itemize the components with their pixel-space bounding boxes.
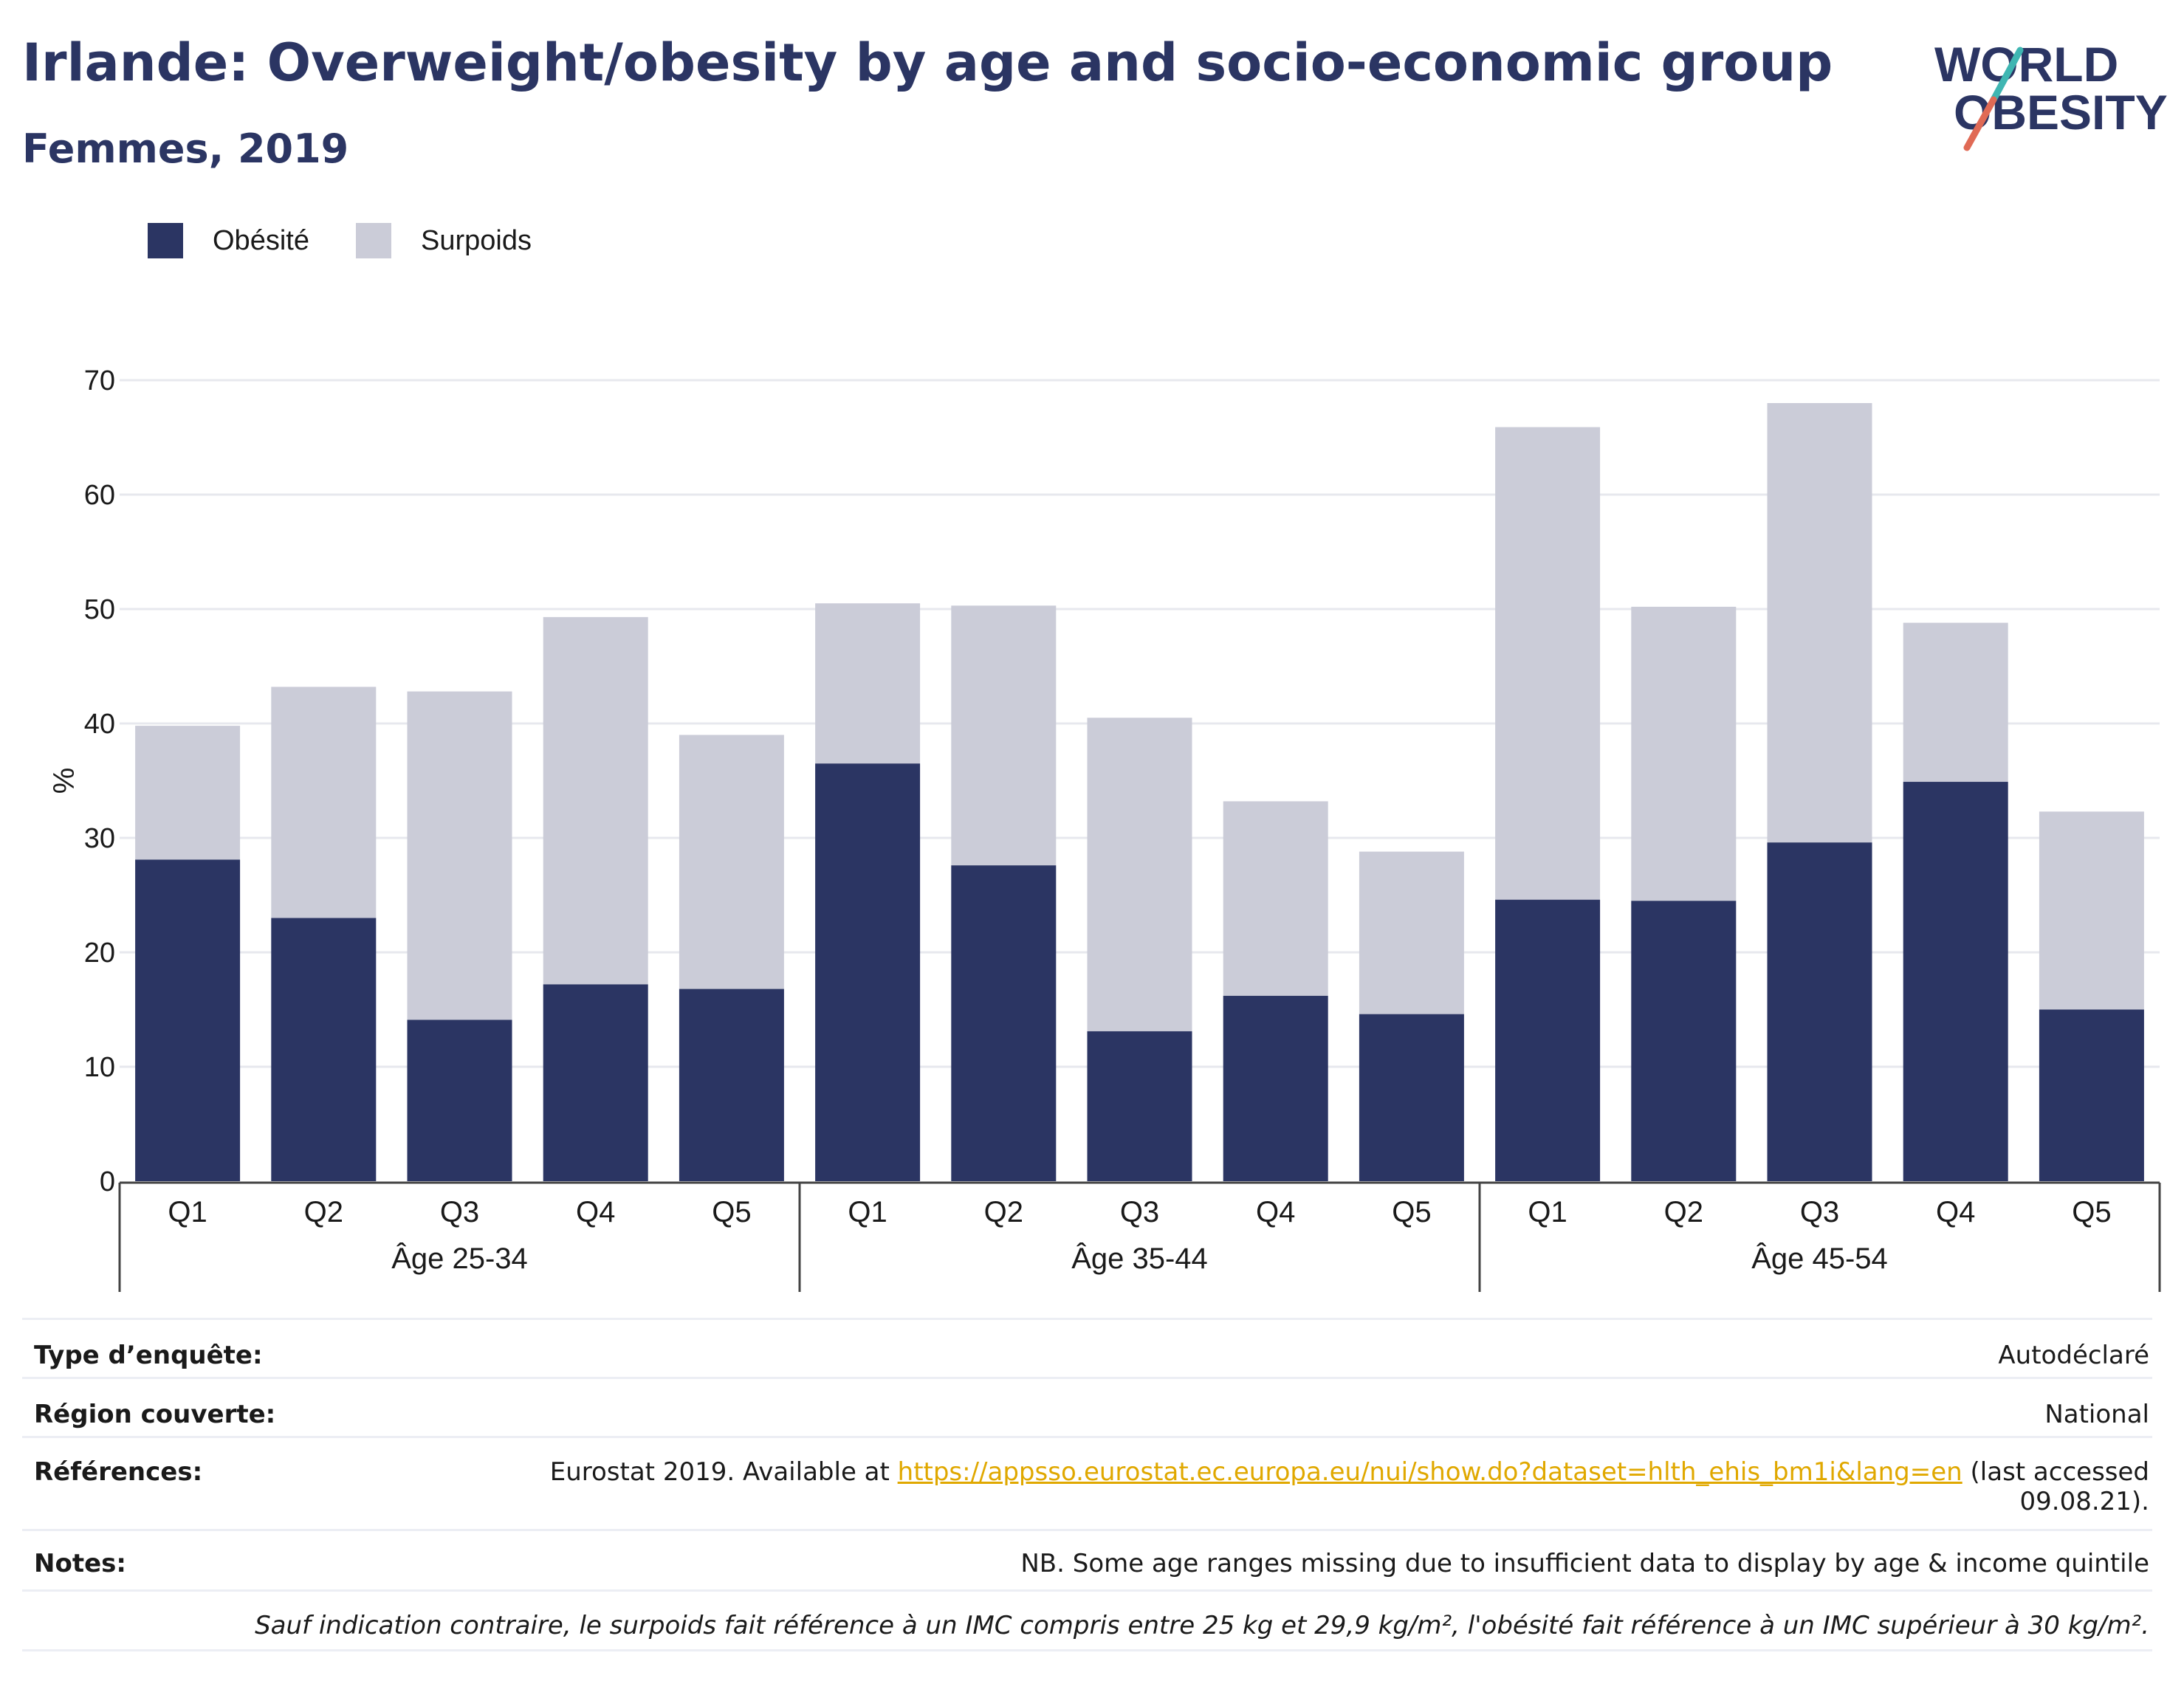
bar-obesity — [1223, 995, 1328, 1181]
logo-slash-teal — [1990, 47, 2024, 103]
y-tick-label: 20 — [84, 938, 115, 969]
x-tick-label: Q1 — [1528, 1196, 1567, 1228]
notes-value: NB. Some age ranges missing due to insuf… — [1020, 1549, 2149, 1578]
bar-obesity — [1903, 782, 2008, 1181]
bar-obesity — [543, 984, 648, 1181]
x-tick-label: Q5 — [1392, 1196, 1431, 1228]
y-tick-label: 40 — [84, 709, 115, 740]
references-value: Eurostat 2019. Available at https://apps… — [550, 1457, 2152, 1516]
bar-obesity — [135, 859, 241, 1181]
bar-obesity — [1631, 901, 1737, 1181]
bar-overweight — [1903, 622, 2008, 783]
references-suffix: (last accessed — [1962, 1457, 2149, 1487]
legend-swatch-overweight — [356, 223, 391, 258]
info-row-notes: Notes: NB. Some age ranges missing due t… — [22, 1529, 2152, 1589]
bar-obesity — [1359, 1014, 1464, 1181]
world-obesity-logo: WORLD OBESITY — [1934, 37, 2168, 151]
bar-obesity — [815, 763, 921, 1181]
legend-swatch-obesity — [148, 223, 183, 258]
x-group-label: Âge 35-44 — [1071, 1242, 1208, 1275]
x-tick-label: Q4 — [1256, 1196, 1295, 1228]
region-value: National — [2044, 1400, 2149, 1429]
info-row-references: Références: Eurostat 2019. Available at … — [22, 1436, 2152, 1529]
bar-overweight — [135, 726, 241, 860]
info-row-region: Région couverte: National — [22, 1377, 2152, 1436]
x-group-label: Âge 25-34 — [391, 1242, 528, 1275]
x-tick-label: Q2 — [984, 1196, 1023, 1228]
x-axis: Q1 Q2 Q3 Q4 Q5 Q1 Q2 Q3 Q4 Q5 Q1 Q2 Q3 Q4 Q5 Âge 25-34 Â… — [118, 1181, 2161, 1292]
bar-overweight — [407, 691, 512, 1020]
y-tick-label: 10 — [84, 1052, 115, 1083]
bar-overweight — [1767, 403, 1872, 843]
y-tick-label: 70 — [84, 365, 115, 396]
survey-type-label: Type d’enquête: — [34, 1341, 263, 1370]
legend-label-obesity: Obésité — [213, 225, 309, 256]
x-tick-label: Q5 — [2072, 1196, 2111, 1228]
bar-overweight — [1631, 606, 1737, 901]
bar-obesity — [1495, 899, 1601, 1181]
definition-note: Sauf indication contraire, le surpoids f… — [255, 1611, 2149, 1640]
notes-label: Notes: — [34, 1549, 126, 1578]
x-tick-label: Q3 — [1800, 1196, 1839, 1228]
references-prefix: Eurostat 2019. Available at — [549, 1457, 898, 1487]
chart-subtitle: Femmes, 2019 — [22, 126, 349, 172]
bar-obesity — [679, 989, 784, 1181]
x-tick-label: Q3 — [440, 1196, 479, 1228]
bar-overweight — [1495, 427, 1601, 900]
x-tick-label: Q1 — [848, 1196, 887, 1228]
x-tick-label: Q3 — [1120, 1196, 1159, 1228]
survey-type-value: Autodéclaré — [1998, 1341, 2149, 1370]
y-axis: 0 10 20 30 40 50 60 70% — [47, 365, 115, 1197]
logo-line-world: WORLD — [1934, 37, 2118, 92]
y-tick-label: 0 — [100, 1166, 115, 1197]
bar-overweight — [1359, 851, 1464, 1014]
bar-obesity — [951, 865, 1057, 1181]
legend-label-overweight: Surpoids — [421, 225, 532, 256]
bar-overweight — [951, 605, 1057, 866]
bar-overweight — [1223, 801, 1328, 996]
y-tick-label: 50 — [84, 594, 115, 625]
x-tick-label: Q2 — [1664, 1196, 1703, 1228]
references-link[interactable]: https://appsso.eurostat.ec.europa.eu/nui… — [897, 1457, 1962, 1487]
region-label: Région couverte: — [34, 1400, 276, 1429]
info-row-survey: Type d’enquête: Autodéclaré — [22, 1318, 2152, 1377]
chart-title: Irlande: Overweight/obesity by age and s… — [22, 32, 1833, 93]
references-date: 09.08.21). — [2019, 1487, 2149, 1516]
bar-overweight — [543, 616, 648, 985]
y-tick-label: 30 — [84, 823, 115, 854]
x-tick-label: Q4 — [576, 1196, 615, 1228]
bar-obesity — [407, 1020, 512, 1181]
chart-legend: Obésité Surpoids — [148, 223, 532, 258]
logo-slash-red — [1963, 96, 1997, 151]
bar-overweight — [1087, 718, 1192, 1031]
chart-bars — [135, 403, 2144, 1181]
x-tick-label: Q5 — [712, 1196, 751, 1228]
bar-overweight — [679, 735, 784, 989]
x-tick-label: Q1 — [168, 1196, 207, 1228]
y-tick-label: 60 — [84, 480, 115, 511]
bar-obesity — [271, 918, 377, 1181]
bar-obesity — [1767, 842, 1872, 1181]
bar-obesity — [2039, 1009, 2144, 1181]
bar-overweight — [815, 603, 921, 764]
info-row-definition: Sauf indication contraire, le surpoids f… — [22, 1589, 2152, 1651]
bar-obesity — [1087, 1031, 1192, 1181]
references-label: Références: — [34, 1457, 203, 1487]
bar-overweight — [2039, 811, 2144, 1010]
bar-overweight — [271, 687, 377, 918]
x-group-label: Âge 45-54 — [1751, 1242, 1888, 1275]
info-table: Type d’enquête: Autodéclaré Région couve… — [22, 1318, 2152, 1651]
y-axis-title: % — [47, 768, 79, 794]
x-tick-label: Q2 — [304, 1196, 343, 1228]
x-tick-label: Q4 — [1936, 1196, 1975, 1228]
